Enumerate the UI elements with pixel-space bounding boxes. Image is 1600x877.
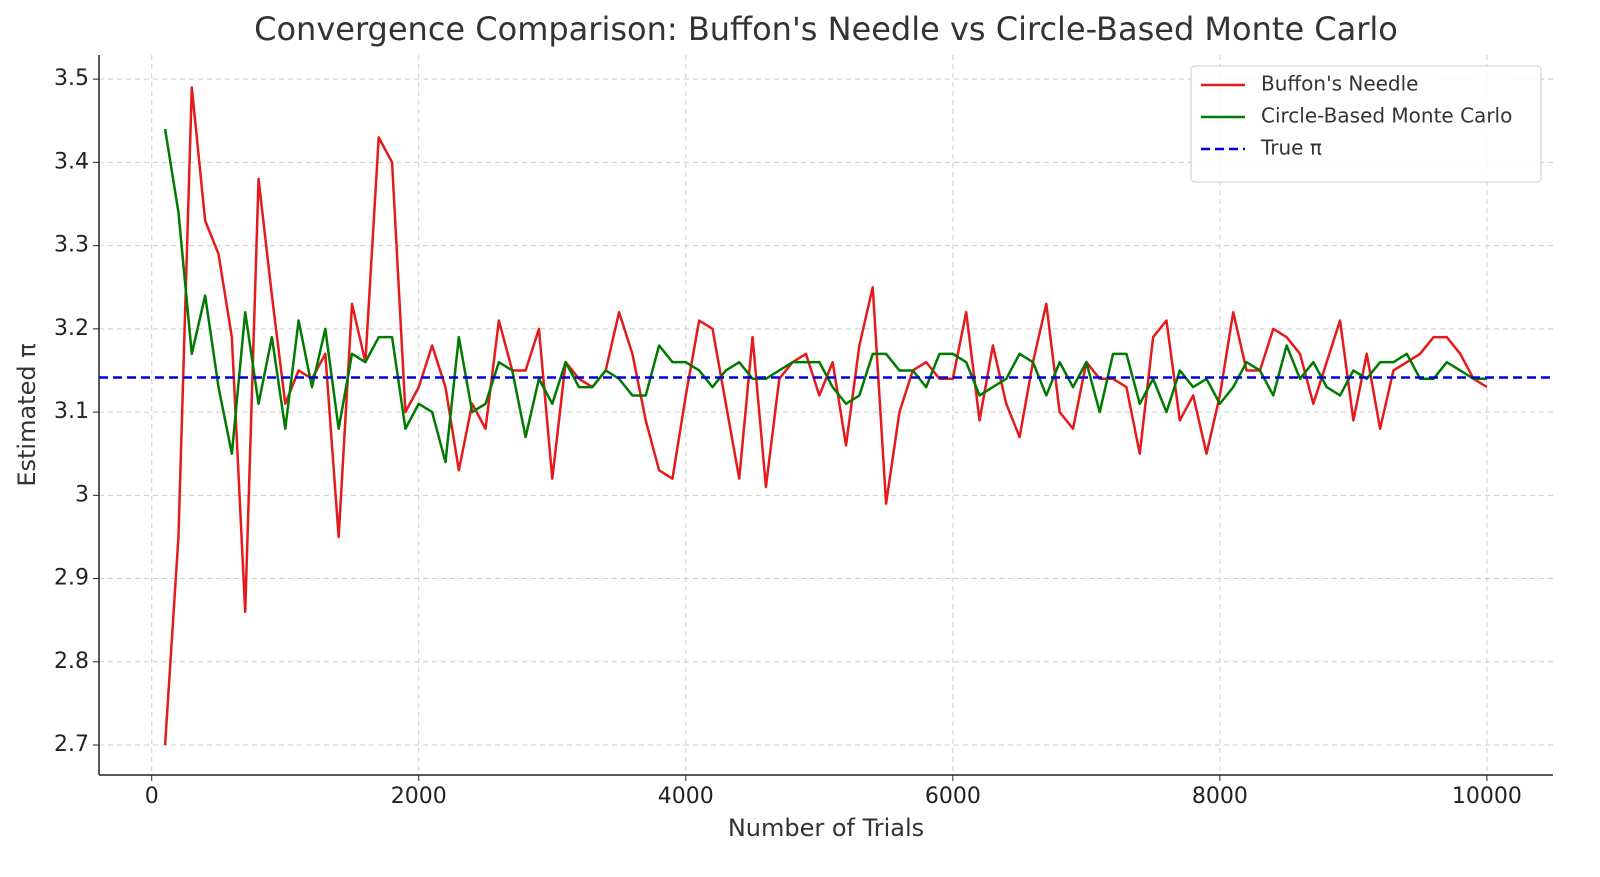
y-tick-label: 2.7 [54, 732, 89, 757]
series-line [163, 86, 1488, 746]
legend-label: Buffon's Needle [1261, 72, 1419, 96]
x-tick-label: 0 [145, 784, 159, 809]
legend-label: True π [1260, 136, 1322, 160]
legend-box [1190, 65, 1542, 183]
x-tick-label: 8000 [1192, 784, 1248, 809]
legend-label: Circle-Based Monte Carlo [1261, 104, 1512, 128]
y-axis-label: Estimated π [13, 343, 41, 486]
y-tick-label: 2.8 [54, 649, 89, 674]
y-tick-label: 3 [75, 482, 89, 507]
x-axis-label: Number of Trials [728, 814, 924, 842]
x-tick-label: 10000 [1452, 784, 1522, 809]
y-tick-label: 3.5 [54, 66, 89, 91]
y-tick-label: 3.3 [54, 233, 89, 258]
y-tick-label: 3.2 [54, 316, 89, 341]
series-line [163, 128, 1487, 464]
x-tick-label: 6000 [925, 784, 981, 809]
y-tick-label: 3.4 [54, 149, 89, 174]
chart-title: Convergence Comparison: Buffon's Needle … [254, 10, 1398, 48]
x-tick-label: 2000 [391, 784, 447, 809]
x-tick-label: 4000 [658, 784, 714, 809]
y-tick-label: 3.1 [54, 399, 89, 424]
y-tick-label: 2.9 [54, 566, 89, 591]
